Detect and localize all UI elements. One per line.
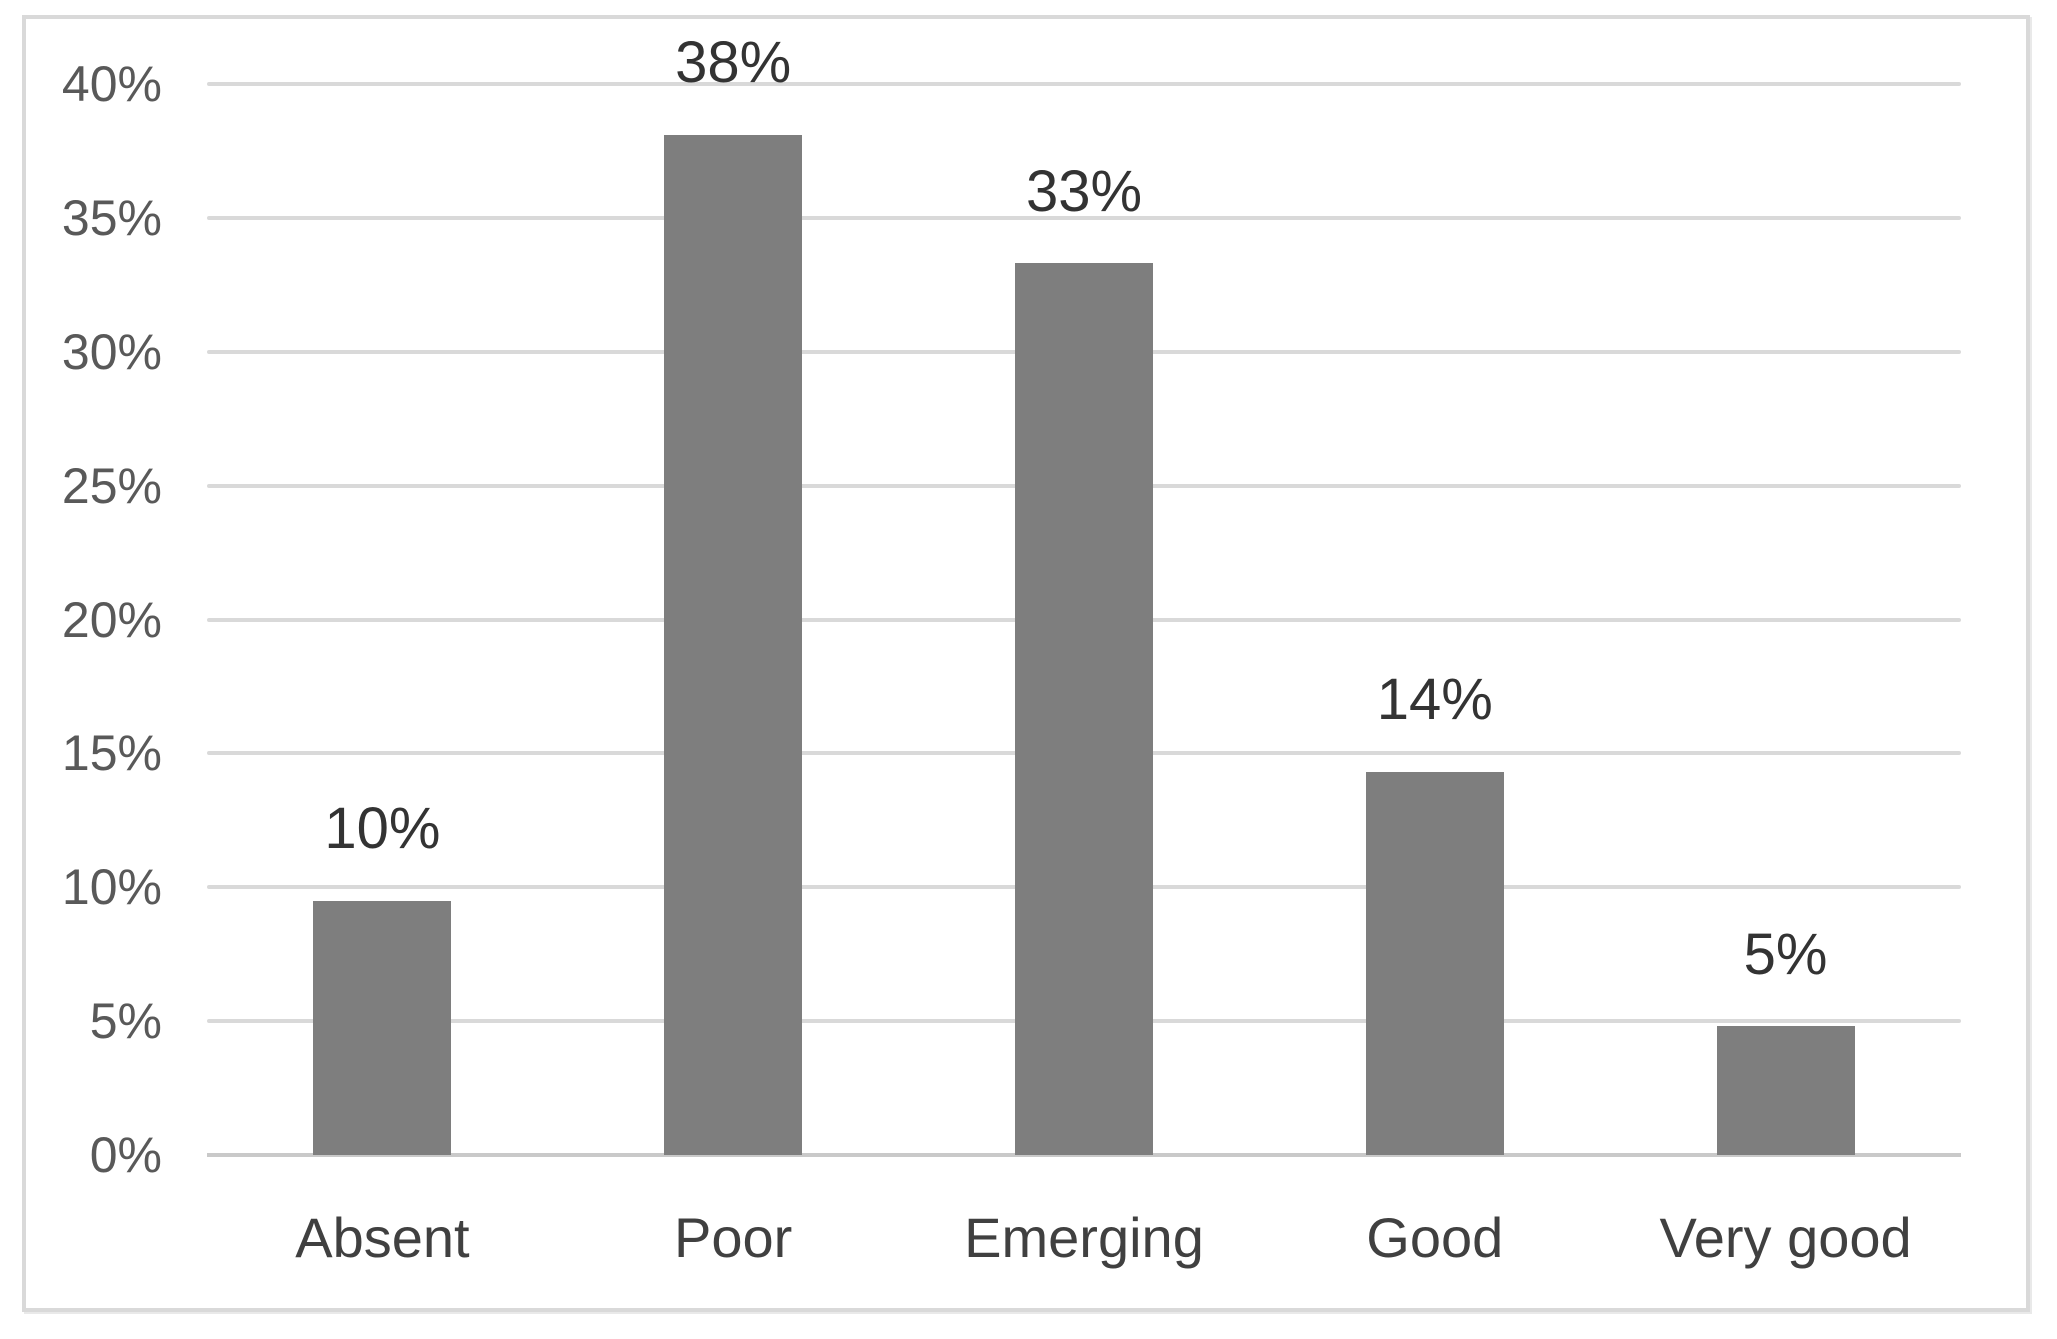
bar-poor xyxy=(664,134,803,1155)
x-category-label-emerging: Emerging xyxy=(964,1205,1204,1269)
bar-very-good xyxy=(1716,1026,1855,1155)
y-tick-label: 25% xyxy=(61,457,162,514)
x-category-label-absent: Absent xyxy=(295,1205,470,1269)
y-tick-label: 0% xyxy=(89,1127,162,1183)
bar-absent xyxy=(313,900,452,1155)
y-tick-label: 15% xyxy=(61,725,162,782)
bar-value-label-poor: 38% xyxy=(675,30,792,96)
bar-emerging xyxy=(1015,263,1153,1155)
y-tick-label: 5% xyxy=(89,993,162,1050)
x-category-label-good: Good xyxy=(1366,1205,1504,1269)
x-category-label-poor: Poor xyxy=(674,1205,793,1269)
gridline xyxy=(207,215,1961,220)
x-axis-line xyxy=(207,1153,1961,1157)
y-tick-label: 20% xyxy=(61,591,162,648)
bar-value-label-very-good: 5% xyxy=(1743,921,1828,987)
bar-good xyxy=(1365,772,1504,1155)
x-category-label-very-good: Very good xyxy=(1659,1205,1912,1269)
bar-value-label-good: 14% xyxy=(1376,667,1493,733)
y-tick-label: 10% xyxy=(61,859,162,916)
y-tick-label: 30% xyxy=(61,323,162,380)
bar-value-label-absent: 10% xyxy=(324,795,441,861)
y-tick-label: 40% xyxy=(61,56,162,112)
gridline xyxy=(207,82,1961,86)
y-tick-label: 35% xyxy=(61,189,162,246)
bar-value-label-emerging: 33% xyxy=(1025,158,1143,224)
